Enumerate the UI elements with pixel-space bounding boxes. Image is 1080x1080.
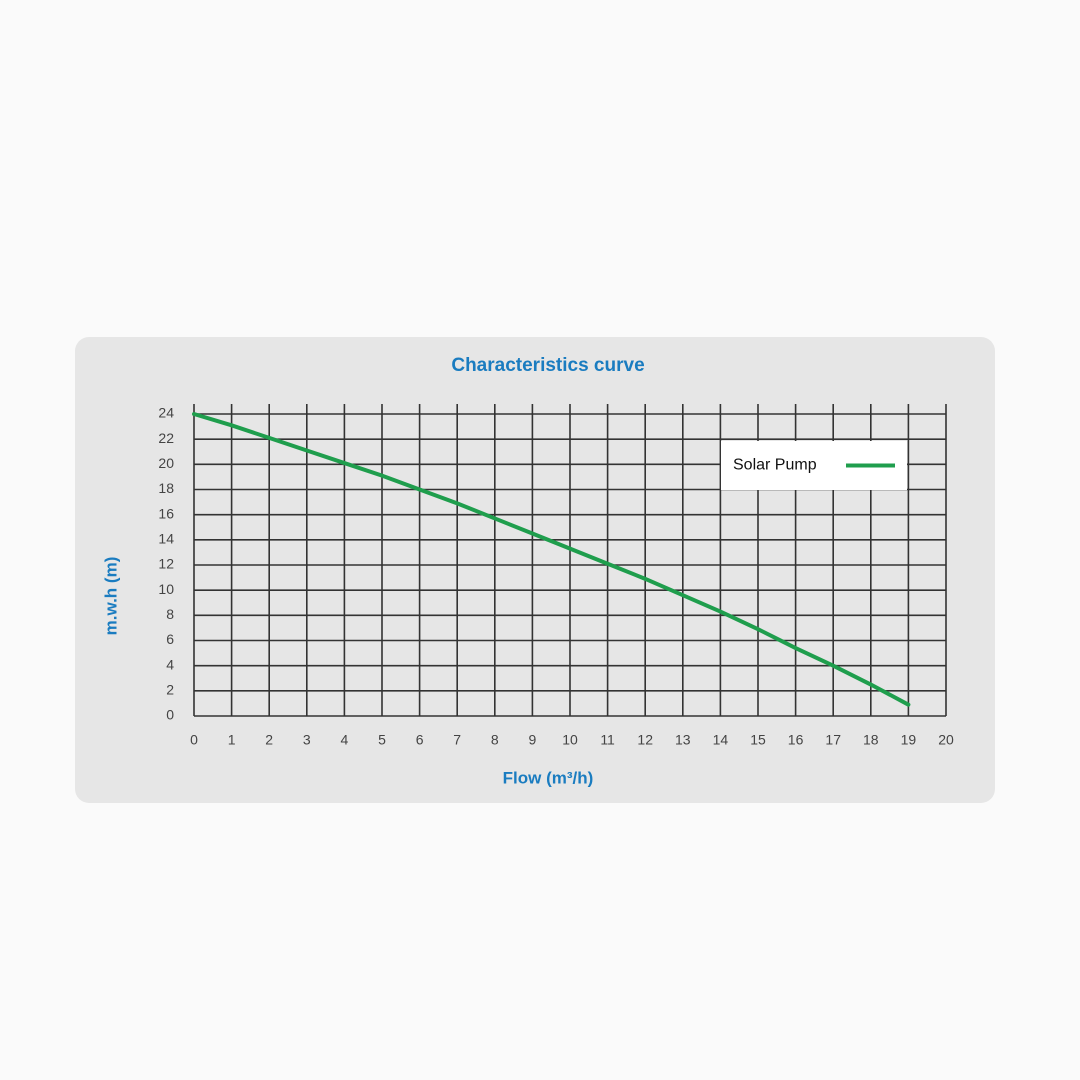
x-tick-label: 16	[788, 732, 804, 748]
x-tick-label: 15	[750, 732, 766, 748]
y-tick-label: 20	[158, 455, 174, 471]
y-tick-label: 18	[158, 480, 174, 496]
y-tick-label: 6	[166, 631, 174, 647]
y-tick-label: 16	[158, 505, 174, 521]
x-tick-label: 18	[863, 732, 879, 748]
y-tick-label: 0	[166, 707, 174, 723]
y-tick-label: 22	[158, 430, 174, 446]
x-tick-label: 9	[529, 732, 537, 748]
x-tick-label: 14	[713, 732, 729, 748]
x-tick-label: 11	[600, 732, 615, 748]
x-tick-label: 1	[228, 732, 236, 748]
x-tick-label: 5	[378, 732, 386, 748]
x-axis-label: Flow (m³/h)	[503, 768, 594, 787]
y-tick-label: 14	[158, 531, 174, 547]
x-tick-label: 2	[265, 732, 273, 748]
x-tick-label: 19	[901, 732, 917, 748]
x-tick-label: 17	[825, 732, 841, 748]
y-tick-label: 10	[158, 581, 174, 597]
x-tick-label: 7	[453, 732, 461, 748]
y-axis-label: m.w.h (m)	[101, 557, 120, 636]
y-tick-label: 24	[158, 405, 174, 421]
x-tick-label: 8	[491, 732, 499, 748]
y-tick-label: 2	[166, 682, 174, 698]
y-tick-label: 8	[166, 606, 174, 622]
x-tick-label: 0	[190, 732, 198, 748]
chart-title: Characteristics curve	[451, 355, 644, 376]
y-tick-label: 4	[166, 656, 174, 672]
y-tick-label: 12	[158, 556, 174, 572]
x-tick-label: 12	[637, 732, 653, 748]
x-tick-label: 3	[303, 732, 311, 748]
x-tick-label: 6	[416, 732, 424, 748]
x-tick-label: 10	[562, 732, 578, 748]
line-series	[192, 412, 911, 707]
x-tick-label: 20	[938, 732, 954, 748]
x-tick-label: 4	[341, 732, 349, 748]
x-tick-label: 13	[675, 732, 691, 748]
legend-label: Solar Pump	[733, 457, 817, 474]
